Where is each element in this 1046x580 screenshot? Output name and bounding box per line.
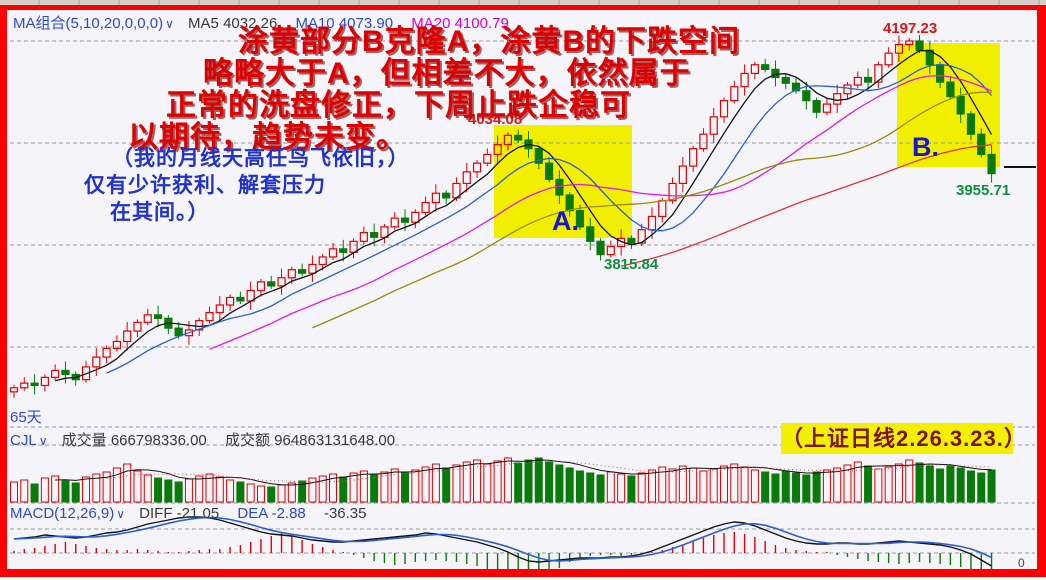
price-label-high-b: 4197.23 [883,20,938,37]
annotation-red-line-2: 略略大于A，但相差不大，依然属于 [203,57,691,90]
ma5-value: 4032.26 [223,15,278,32]
window-toolbar-sliver [0,0,1046,5]
annotation-blue-line-1: （我的月线天高任鸟飞依旧，） [112,147,410,170]
diff-label: DIFF [139,505,173,522]
chevron-down-icon[interactable]: ∨ [165,17,174,31]
volume-value: 666798336.00 [110,432,207,449]
dea-label: DEA [237,505,268,522]
box-a-letter: A. [552,206,579,236]
macd-indicator-dropdown[interactable]: MACD(12,26,9) [10,505,115,522]
ma20-value: 4100.79 [454,15,509,32]
macd-indicator-header: MACD(12,26,9) ∨ DIFF -21.05 DEA -2.88 -36… [10,505,381,522]
chart-title-note: （上证日线2.26.3.23.） [781,423,1026,454]
price-label-low-b: 3955.71 [956,182,1011,199]
annotation-red-line-1: 涂黄部分B克隆A，涂黄B的下跌空间 [238,25,740,58]
box-b-letter: B. [912,132,939,162]
ma10-label: MA10 [295,15,335,32]
ma20-label: MA20 [411,15,451,32]
diff-value: -21.05 [176,505,220,522]
amount-label: 成交额 [224,432,270,449]
price-label-low-a: 3815.84 [604,256,659,273]
macd-value: -36.35 [323,505,367,522]
annotation-red-line-4: 以期待，趋势未变。 [128,121,407,154]
annotation-blue-line-3: 在其间。） [110,201,210,224]
amount-value: 964863131648.00 [274,432,396,449]
cjl-indicator-dropdown[interactable]: CJL [10,432,37,449]
annotation-blue-line-2: 仅有少许获利、解套压力 [84,174,326,197]
ma10-value: 4073.90 [338,15,394,32]
macd-zero-label: 0 [1018,556,1025,570]
volume-label: 成交量 [61,432,107,449]
price-label-high-a: 4034.08 [468,111,523,128]
dea-value: -2.88 [271,505,306,522]
chevron-down-icon[interactable]: ∨ [116,507,125,521]
last-price-tick [1004,166,1036,168]
chevron-down-icon[interactable]: ∨ [38,434,48,448]
window-span-label: 65天 [10,409,42,426]
ma-indicator-dropdown[interactable]: MA组合(5,10,20,0,0,0) [13,15,164,32]
ma5-label: MA5 [188,15,219,32]
annotation-red-line-3: 正常的洗盘修正，下周止跌企稳可 [166,89,631,122]
volume-indicator-header: CJL ∨ 成交量 666798336.00 成交额 964863131648.0… [10,429,409,450]
ma-indicator-header: MA组合(5,10,20,0,0,0) ∨ MA5 4032.26 MA10 40… [13,12,523,33]
